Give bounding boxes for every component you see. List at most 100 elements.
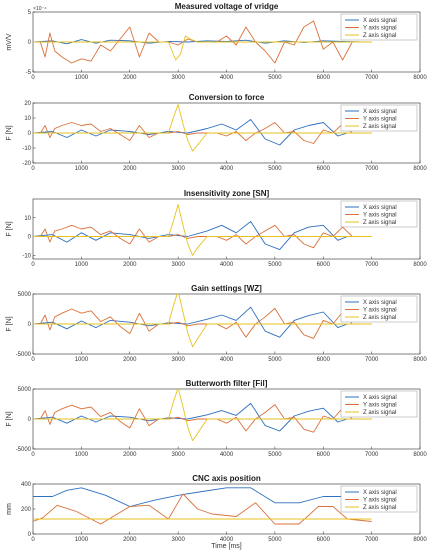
- x-tick-label: 0: [31, 452, 35, 458]
- legend-entry: X axis signal: [363, 395, 397, 401]
- legend-entry: X axis signal: [363, 490, 397, 496]
- x-tick-label: 8000: [413, 262, 427, 268]
- series-group: [33, 389, 372, 442]
- x-tick-label: 3000: [171, 262, 185, 268]
- legend-entry: Y axis signal: [363, 117, 397, 123]
- x-tick-label: 3000: [171, 537, 185, 543]
- x-tick-label: 4000: [220, 262, 234, 268]
- x-tick-label: 2000: [123, 452, 137, 458]
- y-tick-label: 5000: [18, 292, 32, 298]
- y-tick-label: 10: [24, 116, 31, 122]
- x-tick-label: 7000: [365, 537, 379, 543]
- y-tick-label: 5000: [18, 387, 32, 393]
- legend-entry: Z axis signal: [363, 124, 396, 130]
- legend-entry: Y axis signal: [363, 213, 397, 219]
- x-tick-label: 1000: [75, 75, 89, 81]
- x-tick-label: 4000: [220, 537, 234, 543]
- x-tick-label: 5000: [268, 537, 282, 543]
- legend-entry: Y axis signal: [363, 498, 397, 504]
- chart-title: Measured voltage of vridge: [175, 2, 279, 11]
- legend-entry: X axis signal: [363, 18, 397, 24]
- x-tick-label: 0: [31, 75, 35, 81]
- x-tick-label: 0: [31, 357, 35, 363]
- x-tick-label: 5000: [268, 357, 282, 363]
- chart-title: Butterworth filter [Fil]: [186, 379, 268, 388]
- y-axis-label: F [N]: [6, 316, 13, 331]
- x-tick-label: 3000: [171, 166, 185, 172]
- x-tick-label: 7000: [365, 166, 379, 172]
- series-group: [33, 20, 372, 64]
- chart-title: Gain settings [WZ]: [191, 284, 262, 293]
- x-tick-label: 7000: [365, 357, 379, 363]
- y-tick-label: 0: [28, 40, 32, 46]
- y-tick-label: 0: [28, 417, 32, 423]
- x-tick-label: 0: [31, 262, 35, 268]
- legend-entry: Y axis signal: [363, 403, 397, 409]
- series-line-1: [33, 221, 372, 251]
- x-tick-label: 1000: [75, 537, 89, 543]
- series-line-1: [33, 306, 372, 338]
- x-tick-label: 0: [31, 537, 35, 543]
- y-tick-label: -20: [22, 161, 31, 167]
- x-tick-label: 7000: [365, 75, 379, 81]
- x-tick-label: 6000: [317, 537, 331, 543]
- legend-entry: Z axis signal: [363, 410, 396, 416]
- x-tick-label: 6000: [317, 75, 331, 81]
- x-tick-label: 1000: [75, 262, 89, 268]
- chart-panel-3: Insensitivity zone [SN] 0 1000 2000 3000 4000…: [6, 189, 427, 268]
- x-tick-label: 5000: [268, 75, 282, 81]
- axis-exponent: ×10⁻⁴: [33, 6, 46, 12]
- x-tick-label: 0: [31, 166, 35, 172]
- x-tick-label: 5000: [268, 262, 282, 268]
- x-tick-label: 6000: [317, 166, 331, 172]
- x-tick-label: 4000: [220, 357, 234, 363]
- x-tick-label: 6000: [317, 262, 331, 268]
- x-axis-label: Time [ms]: [211, 543, 242, 550]
- x-tick-label: 6000: [317, 357, 331, 363]
- legend-entry: Z axis signal: [363, 315, 396, 321]
- series-line-3: [33, 204, 372, 256]
- legend-entry: Y axis signal: [363, 26, 397, 32]
- x-tick-label: 2000: [123, 166, 137, 172]
- chart-panel-1: Measured voltage of vridge 0 1000 2000 3000 4…: [6, 2, 427, 81]
- series-line-3: [33, 104, 372, 152]
- series-line-2: [33, 307, 372, 339]
- y-tick-label: -5000: [16, 352, 32, 358]
- x-tick-label: 3000: [171, 75, 185, 81]
- x-tick-label: 1000: [75, 357, 89, 363]
- series-line-2: [33, 493, 372, 525]
- chart-title: Conversion to force: [189, 93, 265, 102]
- legend-entry: X axis signal: [363, 300, 397, 306]
- legend-entry: Z axis signal: [363, 220, 396, 226]
- y-axis-label: mV/V: [6, 33, 13, 50]
- x-tick-label: 5000: [268, 452, 282, 458]
- series-line-3: [33, 294, 372, 348]
- x-tick-label: 2000: [123, 357, 137, 363]
- x-tick-label: 8000: [413, 452, 427, 458]
- legend-entry: X axis signal: [363, 205, 397, 211]
- x-tick-label: 7000: [365, 452, 379, 458]
- y-tick-label: -10: [22, 146, 31, 152]
- y-tick-label: 0: [28, 131, 32, 137]
- chart-title: Insensitivity zone [SN]: [184, 189, 270, 198]
- legend-entry: Z axis signal: [363, 33, 396, 39]
- y-axis-label: F [N]: [6, 221, 13, 236]
- series-line-3: [33, 389, 372, 442]
- x-tick-label: 8000: [413, 357, 427, 363]
- series-line-2: [33, 224, 372, 249]
- x-tick-label: 5000: [268, 166, 282, 172]
- y-tick-label: 20: [24, 101, 31, 107]
- y-tick-label: 10: [24, 216, 31, 222]
- y-tick-label: 0: [28, 322, 32, 328]
- series-group: [33, 294, 372, 348]
- y-tick-label: -10: [22, 253, 31, 259]
- legend-entry: Y axis signal: [363, 308, 397, 314]
- series-line-2: [33, 404, 372, 433]
- y-axis-label: F [N]: [6, 411, 13, 426]
- x-tick-label: 3000: [171, 357, 185, 363]
- series-line-3: [33, 35, 372, 61]
